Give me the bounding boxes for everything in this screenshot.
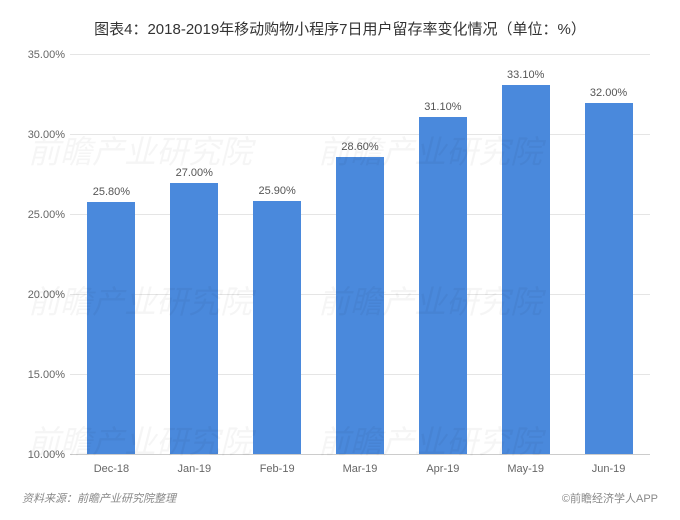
x-tick-label: Mar-19: [343, 455, 378, 475]
bar: 27.00%: [170, 183, 218, 455]
y-tick-label: 25.00%: [20, 209, 65, 221]
bar: 32.00%: [585, 103, 633, 455]
bar-value-label: 31.10%: [424, 101, 461, 117]
gridline: [70, 134, 650, 135]
x-tick-label: Apr-19: [426, 455, 459, 475]
x-tick-label: Feb-19: [260, 455, 295, 475]
x-tick-label: Dec-18: [94, 455, 129, 475]
bar-value-label: 33.10%: [507, 69, 544, 85]
y-tick-label: 10.00%: [20, 449, 65, 461]
bar: 31.10%: [419, 117, 467, 455]
bar: 33.10%: [502, 85, 550, 455]
attribution-text: ©前瞻经济学人APP: [562, 490, 658, 506]
source-note: 资料来源：前瞻产业研究院整理: [22, 490, 176, 506]
bar-value-label: 25.90%: [258, 185, 295, 201]
bar: 25.90%: [253, 201, 301, 455]
x-axis-baseline: [70, 454, 650, 455]
bar-value-label: 28.60%: [341, 141, 378, 157]
x-tick-label: Jan-19: [177, 455, 211, 475]
bar-value-label: 25.80%: [93, 186, 130, 202]
bars-container: 25.80%Dec-1827.00%Jan-1925.90%Feb-1928.6…: [70, 55, 650, 455]
x-tick-label: May-19: [507, 455, 544, 475]
gridline: [70, 54, 650, 55]
bar-value-label: 27.00%: [176, 167, 213, 183]
bar: 28.60%: [336, 157, 384, 455]
chart-title: 图表4：2018-2019年移动购物小程序7日用户留存率变化情况（单位：%）: [0, 0, 680, 47]
y-tick-label: 35.00%: [20, 49, 65, 61]
y-tick-label: 20.00%: [20, 289, 65, 301]
x-tick-label: Jun-19: [592, 455, 626, 475]
bar: 25.80%: [87, 202, 135, 455]
y-tick-label: 15.00%: [20, 369, 65, 381]
y-tick-label: 30.00%: [20, 129, 65, 141]
bar-value-label: 32.00%: [590, 87, 627, 103]
chart-plot-area: 10.00%15.00%20.00%25.00%30.00%35.00% 25.…: [70, 55, 650, 455]
